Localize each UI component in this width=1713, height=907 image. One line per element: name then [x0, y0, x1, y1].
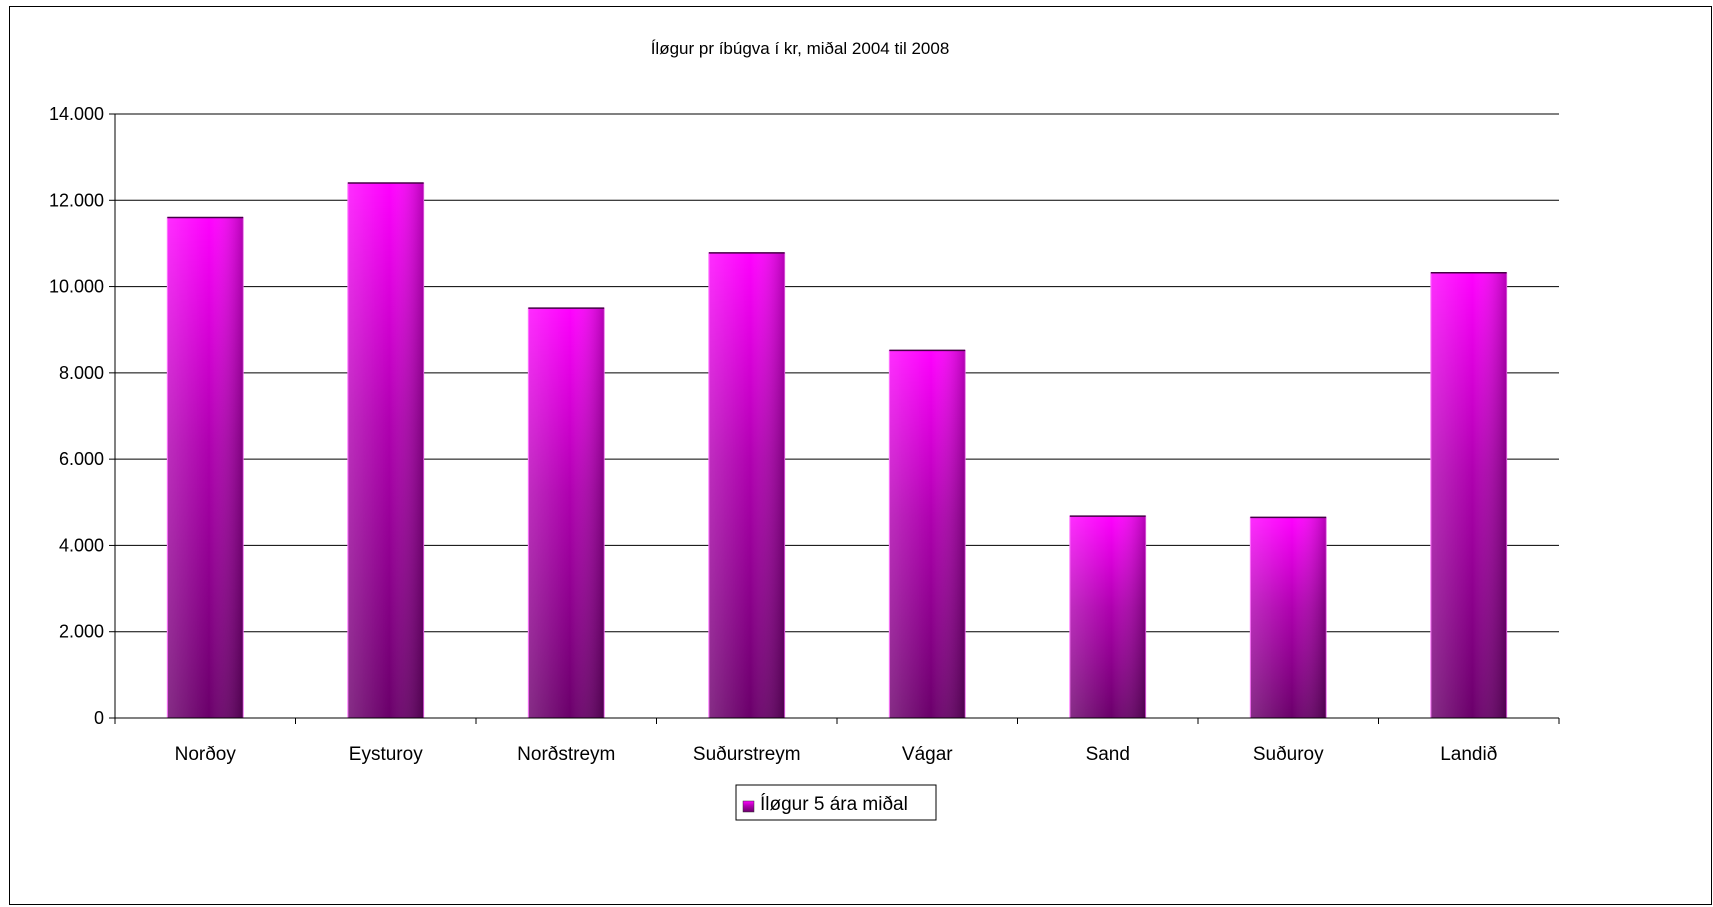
x-category-label: Landið: [1440, 744, 1497, 765]
x-category-label: Sand: [1086, 744, 1130, 765]
chart-title: Íløgur pr íbúgva í kr, miðal 2004 til 20…: [651, 39, 950, 58]
x-category-label: Vágar: [902, 744, 953, 765]
chart-frame: Íløgur pr íbúgva í kr, miðal 2004 til 20…: [9, 6, 1712, 905]
bar-shading: [347, 183, 424, 718]
x-category-label: Norðoy: [175, 744, 237, 765]
bar-shading: [528, 308, 605, 718]
x-category-label: Norðstreym: [517, 744, 615, 765]
legend: Íløgur 5 ára miðal: [735, 784, 937, 821]
legend-label: Íløgur 5 ára miðal: [760, 794, 908, 815]
x-category-label: Suðuroy: [1253, 744, 1324, 765]
legend-swatch: [742, 800, 755, 813]
bar-shading: [1430, 272, 1507, 718]
bar-shading: [167, 217, 244, 719]
y-tick-label: 4.000: [59, 535, 104, 555]
x-category-label: Eysturoy: [349, 744, 423, 765]
bar-shading: [1250, 517, 1327, 718]
axes: 0 2.000 4.000 6.000 8.000 10.000 12.000 14.000 N…: [49, 104, 1560, 765]
legend-box: [735, 784, 937, 821]
x-category-label: Suðurstreym: [693, 744, 801, 765]
bar-shading: [889, 350, 966, 718]
bar-chart: Íløgur pr íbúgva í kr, miðal 2004 til 20…: [49, 39, 1560, 821]
y-tick-label: 14.000: [49, 104, 104, 124]
gridlines: [115, 113, 1559, 633]
y-tick-label: 2.000: [59, 622, 104, 642]
bar-shading: [708, 252, 785, 719]
y-tick-label: 6.000: [59, 449, 104, 469]
y-tick-label: 12.000: [49, 190, 104, 210]
y-tick-label: 0: [94, 708, 104, 728]
y-tick-label: 8.000: [59, 363, 104, 383]
y-tick-label: 10.000: [49, 277, 104, 297]
bars: [166, 182, 1508, 719]
bar-shading: [1069, 516, 1146, 718]
